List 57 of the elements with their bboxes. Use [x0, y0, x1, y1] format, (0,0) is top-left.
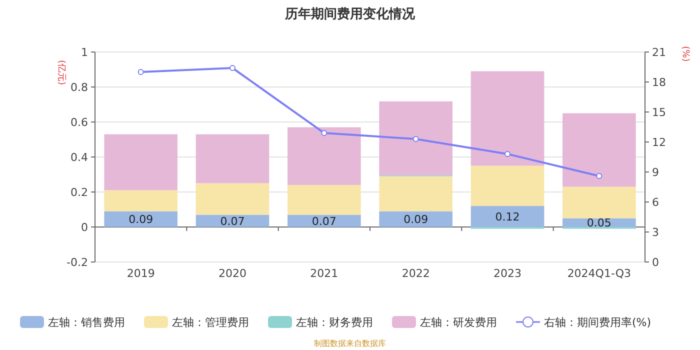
bar	[104, 190, 178, 212]
bar	[104, 134, 178, 190]
bar	[196, 134, 270, 184]
bar	[470, 166, 544, 206]
bar	[470, 206, 544, 227]
x-tick-label: 2023	[494, 267, 522, 280]
legend-label: 左轴：研发费用	[420, 316, 497, 329]
y-tick-label: 1	[81, 46, 88, 59]
point	[321, 130, 328, 136]
x-tick-label: 2024Q1-Q3	[567, 267, 632, 280]
legend-label: 左轴：财务费用	[296, 316, 373, 329]
legend-label: 左轴：管理费用	[172, 316, 249, 329]
bar	[196, 183, 270, 215]
y2-tick-label: 0	[652, 256, 659, 269]
x-tick-label: 2020	[218, 267, 246, 280]
y-tick-label: 0.4	[70, 151, 88, 164]
y2-tick-label: 3	[652, 226, 659, 239]
bar	[288, 127, 361, 185]
data-label: 0.07	[312, 214, 336, 228]
y-axis-title: (亿元)	[56, 60, 67, 86]
y2-tick-label: 9	[652, 166, 659, 179]
x-tick-label: 2021	[310, 267, 338, 280]
bar	[104, 211, 178, 227]
legend-label: 右轴：期间费用率(%)	[544, 316, 652, 329]
bar	[562, 186, 636, 218]
point	[230, 65, 236, 71]
chart-title: 历年期间费用变化情况	[284, 6, 416, 22]
bar	[379, 101, 452, 176]
y-tick-label: 0.8	[70, 81, 88, 94]
data-label: 0.07	[220, 214, 245, 228]
x-tick-label: 2019	[126, 267, 155, 280]
data-label: 0.09	[128, 213, 154, 226]
bar	[379, 176, 452, 212]
point	[596, 173, 602, 179]
y-tick-label: 0	[81, 221, 88, 234]
point	[138, 69, 144, 75]
bar	[288, 185, 361, 215]
text: 制图数据来自数据库	[314, 339, 386, 348]
data-label: 0.09	[404, 213, 428, 226]
y2-axis-title: (%)	[680, 46, 690, 62]
bar	[470, 71, 544, 166]
y2-tick-label: 12	[652, 136, 666, 149]
bar	[562, 113, 636, 187]
x-tick-label: 2022	[402, 267, 430, 280]
y2-tick-label: 21	[652, 46, 666, 59]
y-tick-label: 0.6	[70, 116, 88, 129]
y2-tick-label: 15	[652, 106, 666, 119]
y2-tick-label: 18	[652, 76, 666, 89]
bar	[379, 211, 452, 227]
y-tick-label: -0.2	[66, 256, 88, 269]
y-tick-label: 0.2	[70, 186, 88, 199]
point	[412, 136, 419, 142]
point	[504, 151, 510, 157]
data-label: 0.05	[586, 216, 612, 230]
data-label: 0.12	[495, 210, 520, 224]
y2-tick-label: 6	[652, 196, 659, 209]
legend-label: 左轴：销售费用	[48, 316, 125, 329]
